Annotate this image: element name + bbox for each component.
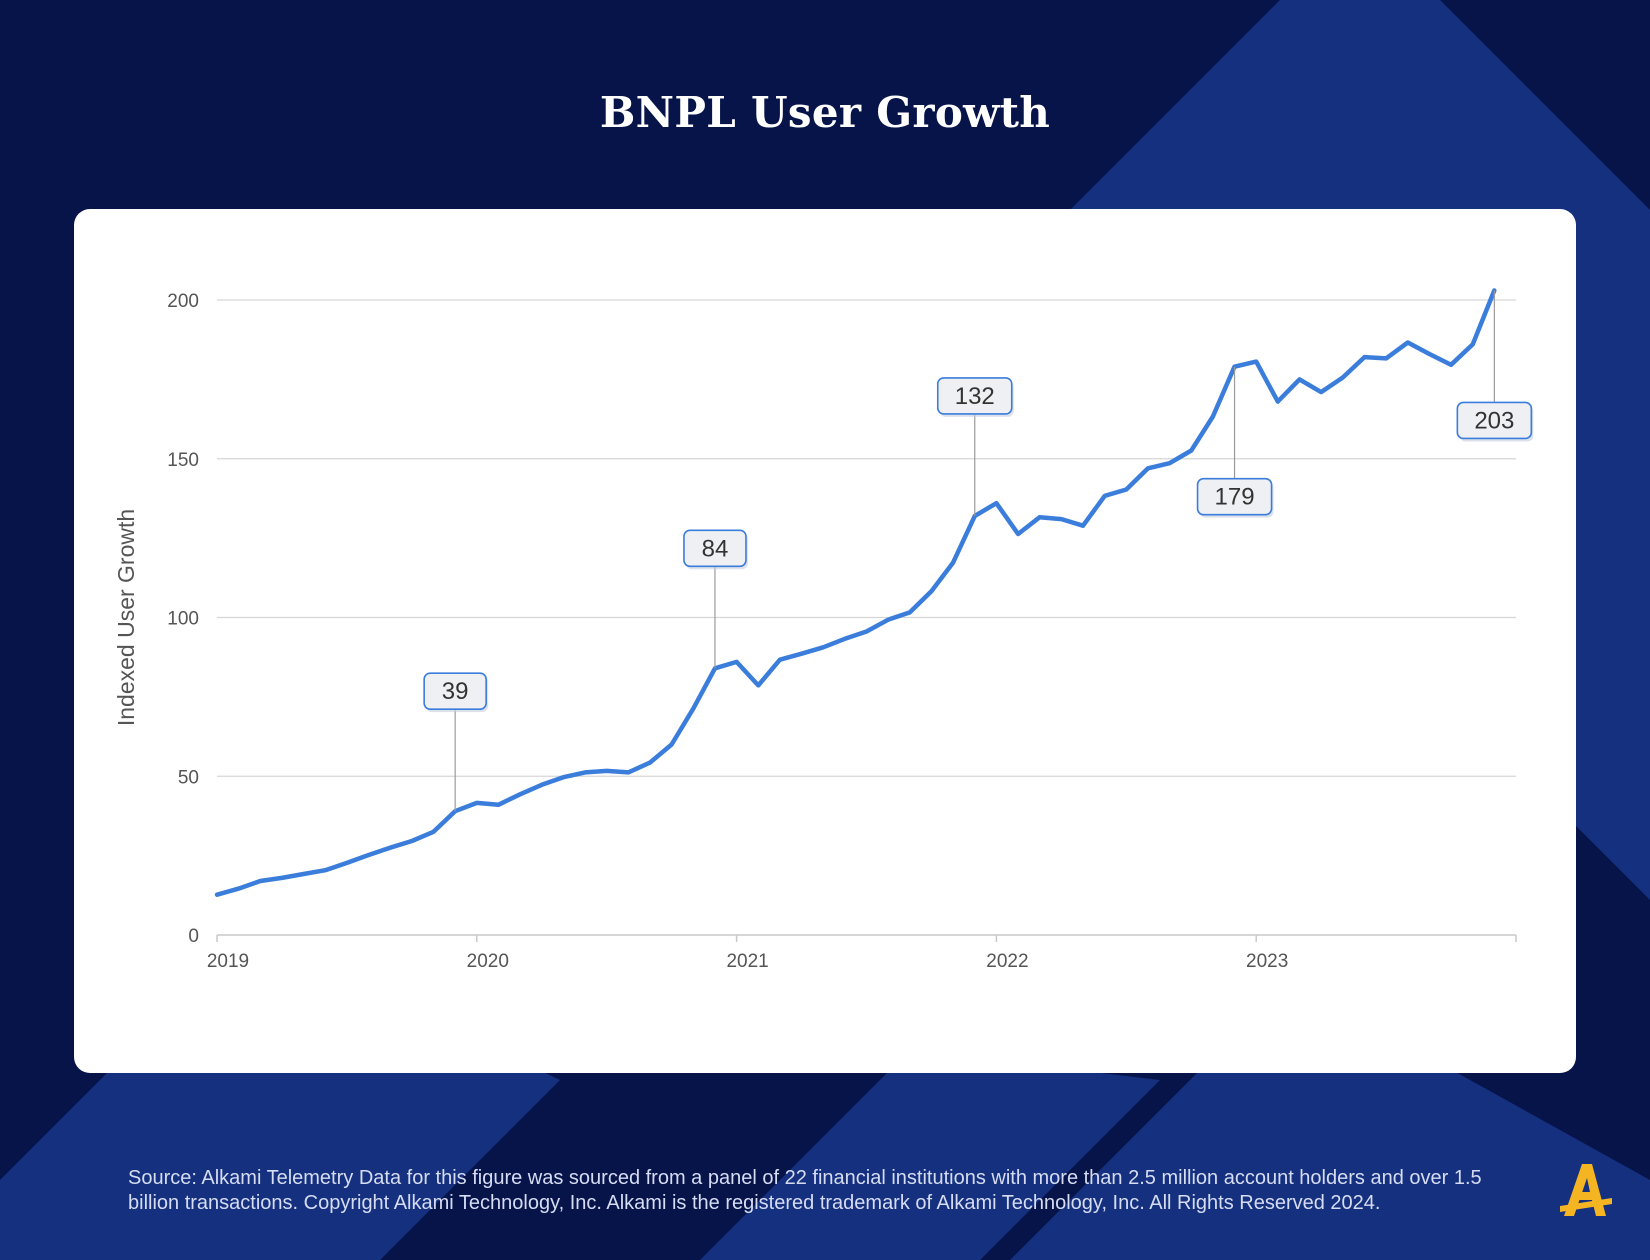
y-tick-label: 100: [167, 609, 199, 630]
x-tick-label: 2022: [986, 951, 1028, 972]
x-tick-label: 2021: [726, 951, 768, 972]
data-callout: 179: [1198, 367, 1274, 518]
data-label: 203: [1474, 407, 1514, 434]
y-tick-label: 0: [188, 926, 199, 947]
source-note: Source: Alkami Telemetry Data for this f…: [128, 1166, 1518, 1216]
data-callout: 203: [1457, 290, 1533, 441]
series-line: [217, 291, 1494, 895]
alkami-logo-icon: [1558, 1162, 1614, 1222]
data-callout: 132: [938, 378, 1014, 516]
data-label: 39: [442, 678, 469, 705]
y-tick-label: 150: [167, 450, 199, 471]
y-tick-label: 200: [167, 291, 199, 312]
line-chart: 0 50 100 150 200 2019 2020 2021 2022 2023 Indexed …: [74, 209, 1576, 1073]
page-title: BNPL User Growth: [0, 88, 1650, 137]
data-label: 84: [702, 535, 729, 562]
y-tick-label: 50: [178, 767, 199, 788]
x-tick-label: 2019: [207, 951, 249, 972]
y-axis-title: Indexed User Growth: [113, 509, 139, 726]
data-callout: 84: [684, 530, 748, 668]
data-callout: 39: [424, 673, 488, 811]
chart-card: 0 50 100 150 200 2019 2020 2021 2022 2023 Indexed …: [74, 209, 1576, 1073]
x-tick-label: 2020: [467, 951, 509, 972]
data-label: 132: [955, 383, 995, 410]
x-tick-label: 2023: [1246, 951, 1288, 972]
data-label: 179: [1215, 484, 1255, 511]
